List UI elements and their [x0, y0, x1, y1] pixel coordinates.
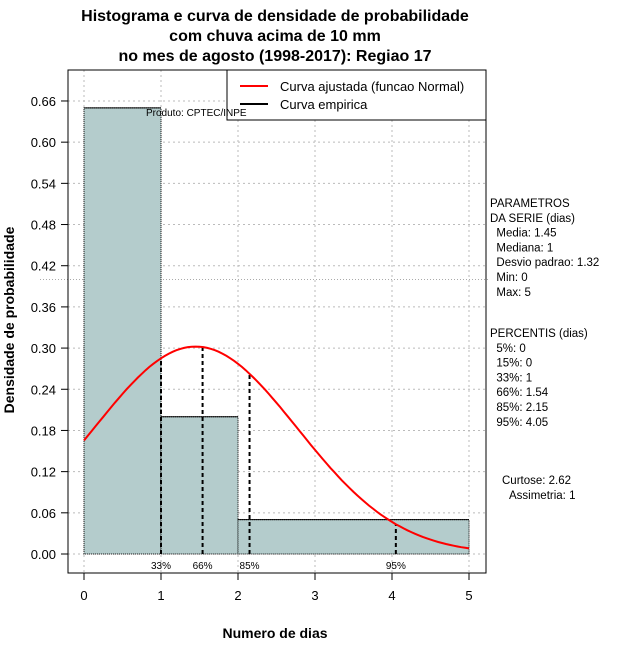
x-tick-label: 4	[388, 588, 395, 603]
y-tick-label: 0.60	[31, 135, 56, 150]
param-line: Media: 1.45	[490, 228, 556, 240]
histogram-bar	[83, 107, 162, 555]
normal-curve	[83, 345, 470, 550]
histogram-bar	[160, 416, 239, 555]
param-line: PARAMETROS	[490, 198, 570, 210]
percentile-label: 33%	[151, 561, 171, 572]
chart-title-line-2: com chuva acima de 10 mm	[169, 28, 381, 45]
x-tick-label: 3	[311, 588, 318, 603]
x-tick-label: 2	[234, 588, 241, 603]
param-line: Desvio padrao: 1.32	[490, 257, 599, 269]
percentile-line-text: 95%: 4.05	[490, 417, 548, 429]
skewness-text: Assimetria: 1	[509, 490, 575, 502]
percentile-label: 66%	[193, 561, 213, 572]
y-tick-label: 0.12	[31, 465, 56, 480]
y-axis: 0.00 0.06 0.12 0.18 0.24 0.30 0.36 0.42 0.48 0.54…	[31, 94, 68, 562]
percentile-label: 95%	[386, 561, 406, 572]
x-tick-label: 0	[80, 588, 87, 603]
percentile-line-text: 15%: 0	[490, 358, 532, 370]
product-annotation: Produto: CPTEC/INPE	[146, 108, 247, 119]
y-tick-label: 0.30	[31, 341, 56, 356]
x-tick-label: 5	[465, 588, 472, 603]
legend-label-empirical: Curva empirica	[280, 97, 368, 112]
x-tick-label: 1	[157, 588, 164, 603]
y-tick-label: 0.06	[31, 506, 56, 521]
param-line: DA SERIE (dias)	[490, 213, 575, 225]
side-panel: PARAMETROS DA SERIE (dias) Media: 1.45 Me…	[490, 198, 599, 502]
y-tick-label: 0.42	[31, 259, 56, 274]
y-tick-label: 0.66	[31, 94, 56, 109]
y-tick-label: 0.48	[31, 218, 56, 233]
y-tick-label: 0.00	[31, 547, 56, 562]
percentile-line-text: 5%: 0	[490, 343, 526, 355]
percentile-line-text: PERCENTIS (dias)	[490, 328, 588, 340]
param-line: Mediana: 1	[490, 242, 553, 254]
y-tick-label: 0.54	[31, 176, 56, 191]
percentile-line-text: 66%: 1.54	[490, 387, 549, 399]
x-axis-label: Numero de dias	[222, 625, 327, 641]
y-axis-label: Densidade de probabilidade	[1, 226, 17, 413]
percentile-lines: 33% 66% 85% 95%	[151, 347, 406, 572]
y-tick-label: 0.36	[31, 300, 56, 315]
kurtosis-text: Curtose: 2.62	[502, 475, 571, 487]
y-tick-label: 0.24	[31, 382, 56, 397]
chart-title-line-1: Histograma e curva de densidade de proba…	[81, 8, 469, 25]
chart-title-line-3: no mes de agosto (1998-2017): Regiao 17	[119, 48, 432, 65]
param-line: Max: 5	[490, 287, 531, 299]
x-axis: 0 1 2 3 4 5	[80, 573, 473, 603]
histogram-bar	[237, 519, 470, 555]
percentile-label: 85%	[240, 561, 260, 572]
y-tick-label: 0.18	[31, 423, 56, 438]
histogram-bars	[83, 107, 470, 555]
percentile-line-text: 85%: 2.15	[490, 402, 548, 414]
param-line: Min: 0	[490, 272, 528, 284]
legend-label-fit: Curva ajustada (funcao Normal)	[280, 79, 464, 94]
legend: Curva ajustada (funcao Normal) Curva emp…	[226, 69, 487, 121]
percentile-line-text: 33%: 1	[490, 372, 532, 384]
